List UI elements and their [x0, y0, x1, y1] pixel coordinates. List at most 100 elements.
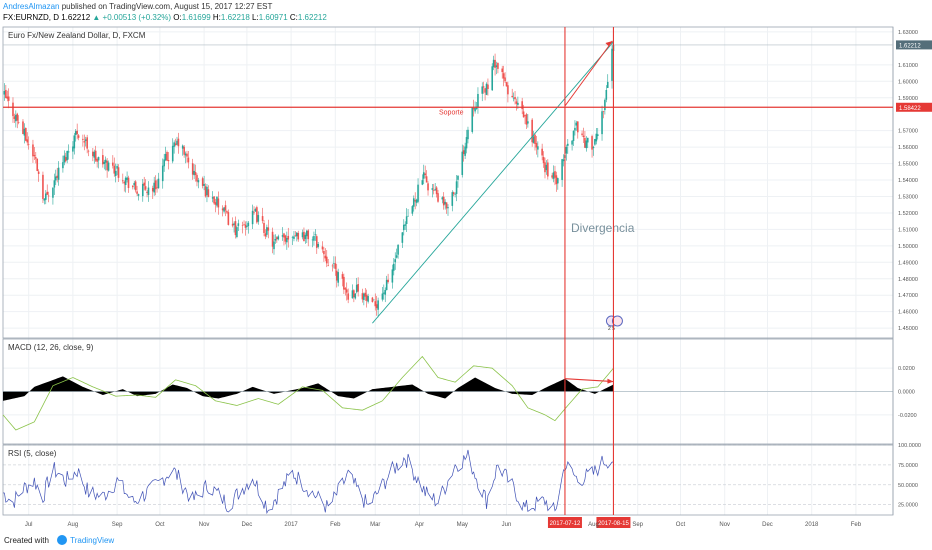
candle-body — [325, 256, 328, 264]
candle-body — [176, 140, 178, 145]
candle-body — [35, 157, 37, 159]
up-arrow-icon: ▲ — [92, 13, 101, 22]
tradingview-link[interactable]: TradingView — [70, 536, 115, 545]
candle-body — [63, 155, 66, 163]
date-marker-label: 2017-07-12 — [550, 521, 581, 527]
macd-tick-label: -0.0200 — [898, 413, 917, 419]
candle-body — [112, 162, 114, 166]
candle-body — [344, 288, 347, 290]
candle-body — [447, 207, 449, 209]
publish-info: published on TradingView.com, August 15,… — [61, 2, 273, 11]
price-pane[interactable] — [2, 26, 894, 339]
candle-body — [595, 133, 598, 142]
candle-body — [592, 146, 595, 149]
candle-body — [74, 131, 77, 135]
candle-body — [327, 265, 329, 267]
candle-body — [46, 191, 49, 195]
close-label: C: — [289, 13, 298, 22]
candle-body — [505, 82, 508, 87]
candle-body — [602, 111, 605, 112]
candle-body — [432, 190, 435, 191]
price-tick-label: 1.45000 — [898, 326, 918, 332]
candle-body — [457, 175, 459, 180]
candle-body — [211, 197, 214, 199]
candle-body — [401, 232, 404, 243]
candle-body — [231, 223, 234, 226]
price-tick-label: 1.52000 — [898, 211, 918, 217]
candle-body — [357, 283, 359, 292]
candle-body — [482, 86, 485, 88]
candle-body — [492, 59, 495, 68]
candle-body — [96, 159, 98, 162]
candle-body — [136, 191, 138, 194]
candle-body — [544, 162, 546, 173]
candle-body — [127, 177, 130, 189]
candle-body — [17, 122, 20, 123]
candle-body — [611, 48, 613, 81]
candle-body — [77, 135, 80, 138]
candle-body — [266, 227, 268, 235]
x-tick-label: Nov — [199, 522, 210, 528]
support-price-tag — [896, 102, 932, 112]
candle-body — [22, 121, 24, 134]
x-tick-label: Aug — [588, 522, 599, 528]
candle-body — [434, 189, 436, 191]
candle-body — [181, 145, 184, 149]
candle-body — [157, 178, 160, 189]
candle-body — [32, 144, 34, 157]
candle-body — [122, 180, 124, 182]
candle-body — [64, 157, 67, 162]
candle-body — [395, 255, 398, 258]
candle-body — [474, 108, 476, 112]
candle-body — [481, 86, 484, 94]
candle-body — [305, 230, 308, 237]
rsi-line — [2, 449, 614, 515]
close-value: 1.62212 — [297, 13, 327, 22]
x-tick-label: Nov — [719, 522, 730, 528]
candle-body — [485, 83, 488, 95]
candle-body — [33, 155, 36, 157]
marker-icon — [611, 315, 623, 327]
candle-body — [171, 145, 174, 162]
candle-body — [502, 73, 505, 79]
price-tick-label: 1.50000 — [898, 244, 918, 250]
candle-body — [371, 297, 374, 303]
candle-body — [391, 269, 394, 283]
candle-body — [437, 193, 439, 202]
candle-body — [355, 284, 358, 293]
candle-body — [585, 140, 588, 149]
candle-body — [562, 159, 565, 162]
price-tick-label: 1.54000 — [898, 178, 918, 184]
candle-body — [183, 146, 185, 155]
open-label: O: — [173, 13, 182, 22]
candle-body — [133, 182, 136, 186]
candle-body — [204, 186, 207, 197]
candle-body — [207, 189, 210, 197]
candle-body — [604, 99, 606, 111]
candle-body — [164, 153, 167, 161]
candle-body — [54, 176, 57, 181]
candle-body — [6, 96, 9, 99]
candle-body — [224, 205, 227, 211]
candle-body — [367, 296, 369, 302]
x-tick-label: 2017 — [284, 522, 298, 528]
candle-body — [393, 263, 395, 271]
candle-body — [3, 91, 6, 95]
pane-frames — [2, 26, 894, 516]
candle-body — [303, 231, 305, 242]
author-link[interactable]: AndresAlmazan — [3, 2, 60, 11]
candle-body — [227, 212, 230, 225]
candle-body — [284, 235, 287, 242]
candle-body — [441, 197, 444, 200]
candle-body — [286, 237, 288, 243]
candle-body — [572, 130, 575, 141]
candle-body — [177, 138, 180, 147]
candle-body — [424, 173, 426, 176]
candle-body — [92, 151, 94, 157]
candle-body — [147, 187, 150, 195]
candle-body — [497, 63, 499, 69]
footer: Created with TradingView — [4, 535, 114, 545]
macd-series — [2, 355, 893, 431]
